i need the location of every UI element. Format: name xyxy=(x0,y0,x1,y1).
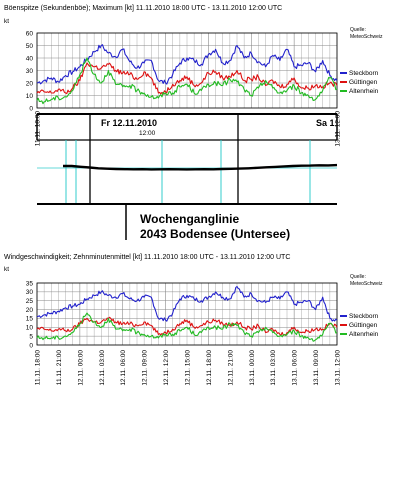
water-chart-subtitle: 2043 Bodensee (Untersee) xyxy=(140,227,290,241)
mean-chart: Windgeschwindigkeit; Zehnminutenmittel [… xyxy=(4,254,383,386)
gust-series-lines xyxy=(36,44,338,105)
g3-y-tick-label: 25 xyxy=(26,298,34,305)
g3-x-tick-label: 12.11. 03:00 xyxy=(99,350,106,386)
g1-y-tick-label: 50 xyxy=(26,43,34,50)
water-day-label-sat: Sa 1 xyxy=(316,118,335,128)
water-chart-title: Wochenganglinie xyxy=(140,212,239,226)
g3-x-tick-label: 13.11. 00:00 xyxy=(249,350,256,386)
g1-x-tick-label: 11.11. 18:00 xyxy=(35,111,42,147)
mean-source-label: Quelle: xyxy=(350,274,366,280)
gust-y-ticks: 0 10 20 30 40 50 60 xyxy=(26,30,34,112)
g1-y-tick-label: 20 xyxy=(26,80,34,87)
g3-series-steckborn xyxy=(36,285,338,322)
g3-x-tick-label: 13.11. 06:00 xyxy=(292,350,299,386)
g1-legend-label-guettingen: Güttingen xyxy=(349,79,378,86)
gust-x-ticks: 11.11. 18:00 13.11. 12:00 xyxy=(35,111,342,147)
g3-y-tick-label: 30 xyxy=(26,289,34,296)
g3-legend-label-altenrhein: Altenrhein xyxy=(349,331,379,338)
mean-x-ticks: 11.11. 18:00 11.11. 21:00 12.11. 00:00 12.1… xyxy=(35,350,342,386)
g3-y-tick-label: 10 xyxy=(26,325,34,332)
mean-chart-title: Windgeschwindigkeit; Zehnminutenmittel [… xyxy=(4,254,290,261)
gust-chart-title: Böenspitze (Sekundenböe); Maximum [kt] 1… xyxy=(4,5,282,12)
g3-legend-label-steckborn: Steckborn xyxy=(349,313,379,320)
gust-source-label: Quelle: xyxy=(350,27,366,33)
gust-source-name: MeteoSchweiz xyxy=(350,34,383,40)
g1-y-tick-label: 40 xyxy=(26,55,34,62)
g3-x-tick-label: 12.11. 21:00 xyxy=(227,350,234,386)
g3-plot-frame xyxy=(36,282,338,346)
g3-y-tick-label: 5 xyxy=(29,333,33,340)
water-level-chart: Fr 12.11.2010 Sa 1 12:00 Wochenganglinie… xyxy=(36,113,338,241)
g3-y-tick-label: 15 xyxy=(26,316,34,323)
g3-x-tick-label: 12.11. 12:00 xyxy=(163,350,170,386)
g3-series-guettingen xyxy=(36,316,338,336)
g3-y-tick-label: 0 xyxy=(29,342,33,349)
gust-legend: Steckborn Güttingen Altenrhein xyxy=(340,70,379,95)
g3-x-tick-label: 13.11. 09:00 xyxy=(313,350,320,386)
water-day-label-fri: Fr 12.11.2010 xyxy=(101,118,157,128)
g1-series-guettingen xyxy=(36,62,338,95)
g3-x-tick-label: 12.11. 00:00 xyxy=(77,350,84,386)
gust-y-axis-label: kt xyxy=(4,18,9,25)
g1-y-tick-label: 60 xyxy=(26,30,34,37)
g3-x-tick-label: 12.11. 06:00 xyxy=(120,350,127,386)
g3-x-tick-label: 11.11. 18:00 xyxy=(35,350,42,386)
g3-x-tick-label: 12.11. 18:00 xyxy=(206,350,213,386)
water-hour-label: 12:00 xyxy=(139,130,156,137)
mean-y-axis-label: kt xyxy=(4,266,9,273)
g3-x-tick-label: 11.11. 21:00 xyxy=(56,350,63,386)
g1-x-tick-label: 13.11. 12:00 xyxy=(335,111,342,147)
g3-y-tick-label: 20 xyxy=(26,307,34,314)
g1-y-tick-label: 0 xyxy=(29,105,33,112)
mean-series-lines xyxy=(36,285,338,342)
mean-legend: Steckborn Güttingen Altenrhein xyxy=(340,313,379,338)
mean-y-ticks: 0 510 15 20 25 30 35 xyxy=(26,280,34,349)
g1-plot-frame xyxy=(36,32,338,109)
g3-x-tick-label: 13.11. 03:00 xyxy=(270,350,277,386)
g3-x-tick-label: 12.11. 15:00 xyxy=(185,350,192,386)
mean-source-name: MeteoSchweiz xyxy=(350,281,383,287)
g3-series-altenrhein xyxy=(36,312,338,342)
g3-x-tick-label: 12.11. 09:00 xyxy=(142,350,149,386)
mean-gridlines xyxy=(36,282,338,346)
g3-x-tick-label: 13.11. 12:00 xyxy=(335,350,342,386)
water-level-line xyxy=(63,163,338,171)
g1-legend-label-steckborn: Steckborn xyxy=(349,70,379,77)
g3-legend-label-guettingen: Güttingen xyxy=(349,322,378,329)
g1-y-tick-label: 10 xyxy=(26,93,34,100)
gust-chart: Böenspitze (Sekundenböe); Maximum [kt] 1… xyxy=(4,5,383,147)
g1-y-tick-label: 30 xyxy=(26,68,34,75)
g3-y-tick-label: 35 xyxy=(26,280,34,287)
water-gridlines xyxy=(37,114,337,204)
g1-legend-label-altenrhein: Altenrhein xyxy=(349,88,379,95)
g1-series-altenrhein xyxy=(36,57,338,105)
